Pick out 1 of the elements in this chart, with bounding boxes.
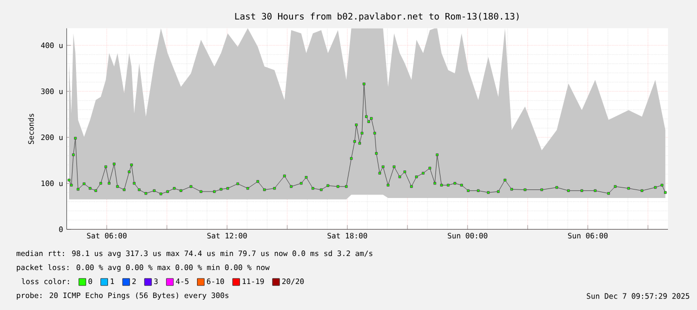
chart-title: Last 30 Hours from b02.pavlabor.net to Rom-13(180.13) [235,12,519,22]
